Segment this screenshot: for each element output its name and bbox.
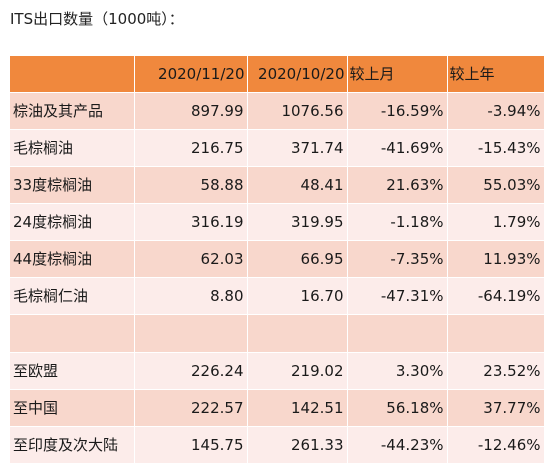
row-label-cell: 毛棕榈油 — [10, 129, 135, 167]
header-cell-mom: 较上月 — [347, 56, 448, 93]
table-cell: -41.69% — [347, 129, 448, 167]
table-cell: -64.19% — [447, 277, 545, 315]
table-cell: -44.23% — [347, 426, 448, 464]
table-cell: 145.75 — [134, 426, 248, 464]
table-cell: -3.94% — [447, 92, 545, 130]
table-cell — [247, 314, 348, 353]
table-row: 毛棕榈油 216.75 371.74 -41.69% -15.43% — [10, 129, 545, 167]
table-cell — [447, 314, 545, 353]
table-cell: 316.19 — [134, 203, 248, 241]
table-cell: -1.18% — [347, 203, 448, 241]
table-cell: 48.41 — [247, 166, 348, 204]
table-cell: -16.59% — [347, 92, 448, 130]
table-cell: 56.18% — [347, 389, 448, 427]
table-cell: 371.74 — [247, 129, 348, 167]
table-header-row: 2020/11/20 2020/10/20 较上月 较上年 — [10, 56, 545, 93]
table-cell: 219.02 — [247, 352, 348, 390]
table-cell: 1076.56 — [247, 92, 348, 130]
export-table: 2020/11/20 2020/10/20 较上月 较上年 棕油及其产品 897.… — [10, 56, 545, 464]
table-row: 棕油及其产品 897.99 1076.56 -16.59% -3.94% — [10, 92, 545, 130]
table-cell — [134, 314, 248, 353]
row-label-cell: 至印度及次大陆 — [10, 426, 135, 464]
table-cell: 319.95 — [247, 203, 348, 241]
header-cell-current-date: 2020/11/20 — [134, 56, 248, 93]
table-cell: 55.03% — [447, 166, 545, 204]
table-cell: -12.46% — [447, 426, 545, 464]
table-cell: 897.99 — [134, 92, 248, 130]
row-label-cell: 至中国 — [10, 389, 135, 427]
table-cell: 62.03 — [134, 240, 248, 278]
table-cell: 37.77% — [447, 389, 545, 427]
table-cell: 222.57 — [134, 389, 248, 427]
table-row: 33度棕榈油 58.88 48.41 21.63% 55.03% — [10, 166, 545, 204]
table-row: 至欧盟 226.24 219.02 3.30% 23.52% — [10, 352, 545, 390]
table-cell: 226.24 — [134, 352, 248, 390]
table-row: 至中国 222.57 142.51 56.18% 37.77% — [10, 389, 545, 427]
row-label-cell: 33度棕榈油 — [10, 166, 135, 204]
table-cell: -47.31% — [347, 277, 448, 315]
table-cell: 23.52% — [447, 352, 545, 390]
table-row — [10, 314, 545, 353]
table-cell: 66.95 — [247, 240, 348, 278]
table-row: 毛棕榈仁油 8.80 16.70 -47.31% -64.19% — [10, 277, 545, 315]
table-cell — [347, 314, 448, 353]
table-cell: 21.63% — [347, 166, 448, 204]
header-cell-previous-date: 2020/10/20 — [247, 56, 348, 93]
row-label-cell: 44度棕榈油 — [10, 240, 135, 278]
table-cell: 16.70 — [247, 277, 348, 315]
table-cell: 216.75 — [134, 129, 248, 167]
table-cell: 3.30% — [347, 352, 448, 390]
table-cell: 142.51 — [247, 389, 348, 427]
table-cell: 1.79% — [447, 203, 545, 241]
table-row: 44度棕榈油 62.03 66.95 -7.35% 11.93% — [10, 240, 545, 278]
table-cell: 261.33 — [247, 426, 348, 464]
row-label-cell — [10, 314, 135, 353]
header-cell-yoy: 较上年 — [447, 56, 545, 93]
row-label-cell: 24度棕榈油 — [10, 203, 135, 241]
table-cell: 11.93% — [447, 240, 545, 278]
table-row: 至印度及次大陆 145.75 261.33 -44.23% -12.46% — [10, 426, 545, 464]
table-row: 24度棕榈油 316.19 319.95 -1.18% 1.79% — [10, 203, 545, 241]
table-cell: -7.35% — [347, 240, 448, 278]
table-cell: 8.80 — [134, 277, 248, 315]
row-label-cell: 至欧盟 — [10, 352, 135, 390]
page-title: ITS出口数量（1000吨）： — [10, 10, 184, 28]
row-label-cell: 毛棕榈仁油 — [10, 277, 135, 315]
row-label-cell: 棕油及其产品 — [10, 92, 135, 130]
table-cell: -15.43% — [447, 129, 545, 167]
header-cell-label — [10, 56, 135, 93]
table-cell: 58.88 — [134, 166, 248, 204]
